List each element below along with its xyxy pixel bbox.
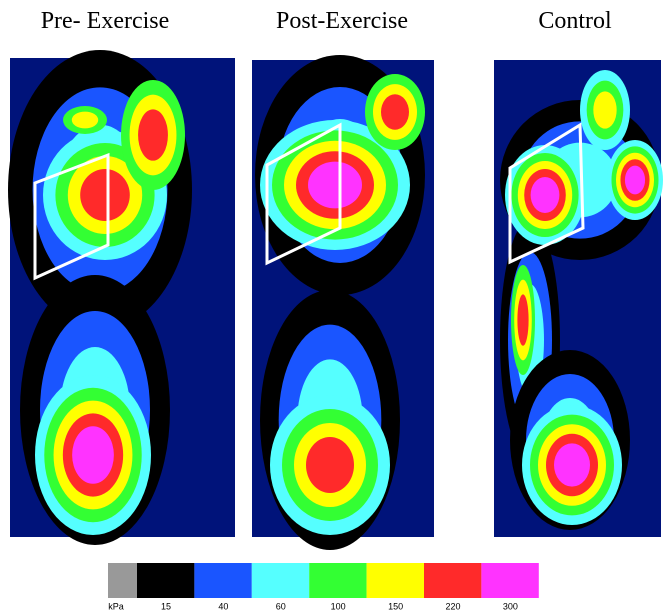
- colorbar-tick-label: 60: [276, 601, 286, 611]
- colorbar-swatch: [367, 563, 424, 598]
- pressure-contour: [517, 294, 528, 345]
- pressure-contour: [138, 109, 168, 160]
- pressure-contour: [72, 426, 114, 484]
- pressure-contour: [308, 162, 362, 209]
- colorbar-tick-label: 220: [445, 601, 460, 611]
- pressure-contour: [625, 166, 645, 195]
- pressure-contour: [554, 443, 590, 486]
- colorbar: kPa 15 40 60 100 150 220 300: [108, 563, 539, 611]
- colorbar-swatch: [252, 563, 309, 598]
- pressure-contour: [306, 437, 354, 493]
- colorbar-swatch: [481, 563, 538, 598]
- pressure-map: [252, 55, 434, 550]
- figure: Pre- Exercise Post-Exercise Control kPa …: [0, 0, 671, 616]
- colorbar-tick-label: 300: [503, 601, 518, 611]
- panel-title: Pre- Exercise: [41, 8, 170, 34]
- pressure-contour: [381, 94, 409, 129]
- panel-title: Post-Exercise: [276, 8, 408, 34]
- colorbar-tick-label: 100: [331, 601, 346, 611]
- pressure-map: [8, 50, 235, 545]
- panel-title: Control: [538, 8, 612, 34]
- pressure-contour: [593, 91, 616, 128]
- colorbar-swatch: [137, 563, 194, 598]
- colorbar-swatch: [194, 563, 251, 598]
- colorbar-swatch: [424, 563, 481, 598]
- colorbar-tick-label: 15: [161, 601, 171, 611]
- colorbar-tick-label: 150: [388, 601, 403, 611]
- colorbar-unit: kPa: [108, 601, 124, 611]
- pressure-contour: [80, 169, 130, 221]
- pressure-contour: [72, 112, 98, 129]
- pressure-map: [494, 60, 663, 537]
- pressure-contour: [531, 177, 560, 213]
- colorbar-tick-label: 40: [218, 601, 228, 611]
- colorbar-swatch: [309, 563, 366, 598]
